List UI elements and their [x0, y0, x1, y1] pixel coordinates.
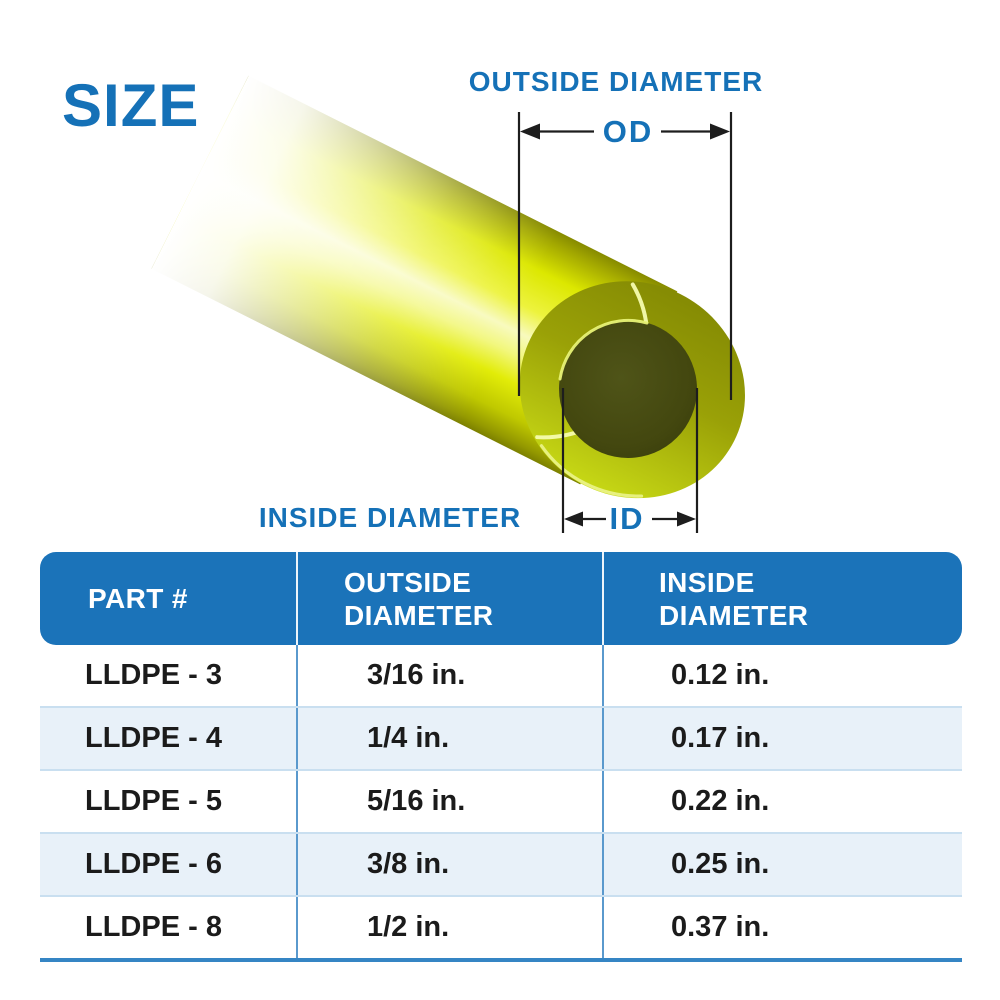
cell-part-number: LLDPE - 4 [85, 722, 222, 754]
cell-inside-diameter: 0.22 in. [602, 771, 962, 832]
cell-outside-diameter: 1/2 in. [296, 897, 602, 958]
id-abbrev-label: ID [609, 501, 645, 536]
header-od-line1: OUTSIDE [344, 566, 472, 598]
cell-outside-diameter: 5/16 in. [296, 771, 602, 832]
header-cell-part: PART # [40, 552, 296, 645]
page-title: SIZE [62, 72, 200, 139]
cell-part-number: LLDPE - 3 [85, 659, 222, 691]
table-row: LLDPE - 8 1/2 in. 0.37 in. [40, 895, 962, 958]
cell-outside-diameter: 3/16 in. [296, 645, 602, 706]
outside-diameter-label: OUTSIDE DIAMETER [468, 66, 764, 97]
cell-part-number: LLDPE - 8 [85, 911, 222, 943]
cell-inside-diameter: 0.12 in. [602, 645, 962, 706]
id-dimension-lines [561, 388, 699, 533]
cell-inside-diameter: 0.25 in. [602, 834, 962, 895]
tube-hole-rim-highlight [558, 318, 649, 381]
table-row: LLDPE - 6 3/8 in. 0.25 in. [40, 832, 962, 895]
table-row: LLDPE - 5 5/16 in. 0.22 in. [40, 769, 962, 832]
cell-outside-diameter: 1/4 in. [296, 708, 602, 769]
cell-inside-diameter: 0.37 in. [602, 897, 962, 958]
size-table: PART # OUTSIDE DIAMETER INSIDE DIAMETER … [40, 552, 962, 962]
tube-inner-hole [559, 320, 697, 458]
tube-bottom-rim-highlight [539, 444, 644, 498]
header-part-label: PART # [88, 583, 188, 614]
header-od-line2: DIAMETER [344, 599, 494, 631]
cell-inside-diameter: 0.17 in. [602, 708, 962, 769]
header-id-line2: DIAMETER [659, 599, 809, 631]
od-abbrev-label: OD [602, 114, 654, 149]
tube-illustration [150, 74, 745, 499]
header-cell-inside-diameter: INSIDE DIAMETER [602, 552, 962, 645]
header-cell-outside-diameter: OUTSIDE DIAMETER [296, 552, 602, 645]
table-row: LLDPE - 4 1/4 in. 0.17 in. [40, 706, 962, 769]
cell-part-number: LLDPE - 5 [85, 785, 222, 817]
cell-part-number: LLDPE - 6 [85, 848, 222, 880]
od-arrowhead-left [520, 123, 540, 140]
size-table-body: LLDPE - 3 3/16 in. 0.12 in. LLDPE - 4 1/… [40, 645, 962, 962]
od-dimension-lines [517, 112, 733, 400]
inside-diameter-label: INSIDE DIAMETER [258, 502, 522, 533]
id-arrowhead-left [564, 511, 583, 527]
table-row: LLDPE - 3 3/16 in. 0.12 in. [40, 645, 962, 706]
size-table-header: PART # OUTSIDE DIAMETER INSIDE DIAMETER [40, 552, 962, 645]
cell-outside-diameter: 3/8 in. [296, 834, 602, 895]
header-id-line1: INSIDE [659, 566, 755, 598]
od-arrowhead-right [710, 123, 730, 140]
id-arrowhead-right [677, 511, 696, 527]
